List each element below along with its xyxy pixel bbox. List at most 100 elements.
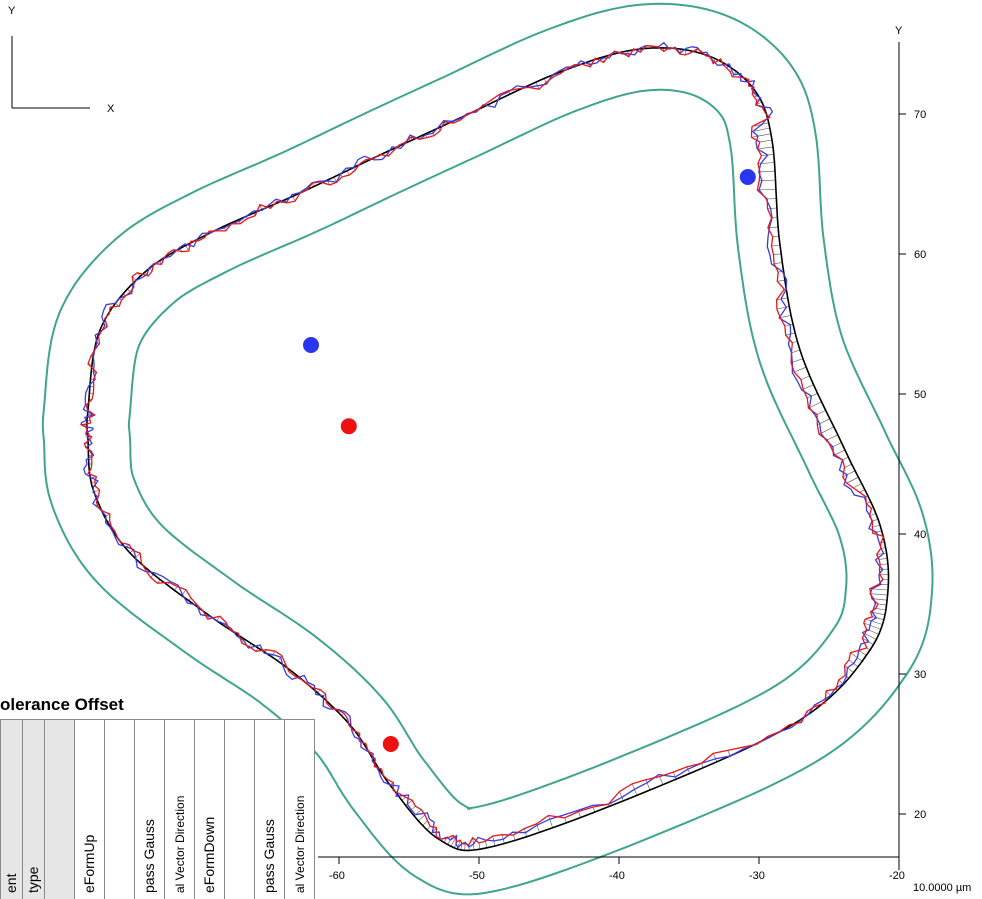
x-tick-label: -50 (469, 870, 485, 882)
x-tick-label: -60 (329, 870, 345, 882)
y-ticks: 20 30 40 50 60 70 (899, 109, 926, 821)
deviation-hatch-line (859, 489, 865, 493)
deviation-hatch-line (645, 779, 651, 791)
deviation-hatch-line (185, 245, 189, 252)
deviation-hatch-line (659, 776, 664, 785)
blue-marker (303, 337, 319, 353)
tolerance-panel-cell (164, 719, 195, 899)
tolerance-panel-cell (44, 719, 75, 899)
deviation-hatch-line (777, 279, 785, 282)
deviation-hatch-line (792, 341, 798, 344)
x-ticks: -60 -50 -40 -30 -20 (329, 857, 905, 882)
deviation-hatch-line (846, 476, 859, 484)
deviation-hatch-line (834, 449, 846, 456)
deviation-hatch-line (759, 170, 776, 173)
deviation-hatch-line (880, 563, 888, 565)
tolerance-panel-cell (224, 719, 255, 899)
deviation-hatch-line (478, 842, 481, 850)
red-marker (382, 736, 399, 752)
coordinate-indicator-y-label: Y (8, 5, 16, 17)
markers (303, 169, 756, 752)
deviation-hatch-line (872, 518, 879, 522)
tolerance-panel-cell (104, 719, 135, 899)
tolerance-panel-cell (284, 719, 315, 899)
deviation-hatch-line (844, 665, 854, 673)
deviation-hatch-line (872, 616, 884, 620)
deviation-hatch-line (460, 843, 463, 850)
tolerance-panel-column-label: al Vector Direction (293, 796, 307, 893)
deviation-hatch-line (879, 568, 889, 570)
x-tick-label: -30 (749, 870, 765, 882)
deviation-hatch-line (790, 358, 804, 364)
deviation-hatch-line (673, 771, 677, 780)
deviation-hatch-line (513, 835, 516, 841)
deviation-hatch-line (772, 235, 779, 237)
deviation-hatch-line (771, 244, 781, 247)
y-tick-label: 60 (914, 249, 926, 261)
tolerance-panel-column-label: pass Gauss (261, 819, 277, 893)
y-axis-label: Y (895, 25, 903, 37)
deviation-hatch-line (776, 297, 788, 300)
deviation-hatch-line (853, 483, 862, 489)
y-tick-label: 20 (914, 809, 926, 821)
deviation-hatch-line (842, 456, 849, 461)
deviation-hatch-line (426, 826, 431, 831)
nominal-contour (85, 46, 890, 852)
deviation-hatch-line (827, 434, 838, 441)
deviation-hatch-line (773, 253, 782, 256)
tolerance-panel-cell (74, 719, 105, 899)
deviation-hatch-line (877, 603, 887, 606)
deviation-hatch-line (405, 800, 413, 806)
deviation-hatch-line (878, 558, 888, 560)
deviation-hatch-line (802, 384, 814, 390)
deviation-hatch-line (684, 49, 687, 56)
deviation-hatch-line (757, 146, 774, 150)
axes: -60 -50 -40 -30 -20 20 30 40 50 60 70 Y 10.0000 µ… (318, 25, 971, 894)
y-tick-label: 40 (914, 529, 926, 541)
x-tick-label: -40 (609, 870, 625, 882)
deviation-hatch-line (578, 811, 581, 818)
tolerance-inner-line (127, 88, 848, 811)
deviation-hatch-line (751, 127, 770, 132)
deviation-hatch-line (686, 766, 690, 774)
deviation-hatch-line (277, 655, 282, 662)
coordinate-indicator-x-label: X (107, 103, 115, 115)
scale-label: 10.0000 µm (913, 882, 971, 894)
deviation-hatch-line (751, 133, 771, 138)
deviation-hatch-line (619, 791, 624, 802)
deviation-hatch-line (870, 593, 888, 596)
deviation-hatch-line (767, 207, 777, 209)
deviation-hatch-line (842, 470, 856, 478)
deviation-hatch-line (784, 323, 794, 327)
measured-blue-line (80, 41, 885, 849)
measured-red-line (79, 45, 885, 846)
deviation-hatch-line (592, 806, 596, 813)
deviation-hatch-line (876, 552, 887, 555)
deviation-hatch-line (863, 622, 881, 630)
blue-marker (739, 169, 756, 185)
tolerance-panel-column-label: al Vector Direction (173, 796, 187, 893)
deviation-hatch-line (875, 608, 886, 611)
tolerance-panel-column-label: type (25, 866, 41, 893)
tolerance-panel: olerance Offset ent type eFormUp pass Gauss… (0, 695, 315, 899)
deviation-hatch-line (850, 652, 863, 662)
deviation-hatch-line (548, 815, 553, 828)
deviation-hatch-line (773, 262, 783, 264)
deviation-hatch-line (450, 837, 456, 847)
deviation-hatch-line (872, 524, 881, 528)
coordinate-indicator: Y X (8, 5, 115, 115)
deviation-hatch-line (800, 375, 810, 380)
tolerance-panel-column-label: eFormDown (201, 817, 217, 893)
deviation-hatch-line (776, 306, 790, 310)
red-marker (340, 418, 357, 435)
deviation-hatch-line (759, 139, 773, 143)
deviation-hatch-line (401, 796, 406, 801)
deviation-hatch-line (727, 750, 731, 757)
plot-area (41, 2, 934, 896)
tolerance-outer-line (41, 2, 934, 896)
deviation-hatch-line (93, 489, 100, 493)
deviation-hatch-line (865, 618, 883, 625)
tolerance-panel-cell (134, 719, 165, 899)
deviation-hatch-line (712, 753, 718, 762)
